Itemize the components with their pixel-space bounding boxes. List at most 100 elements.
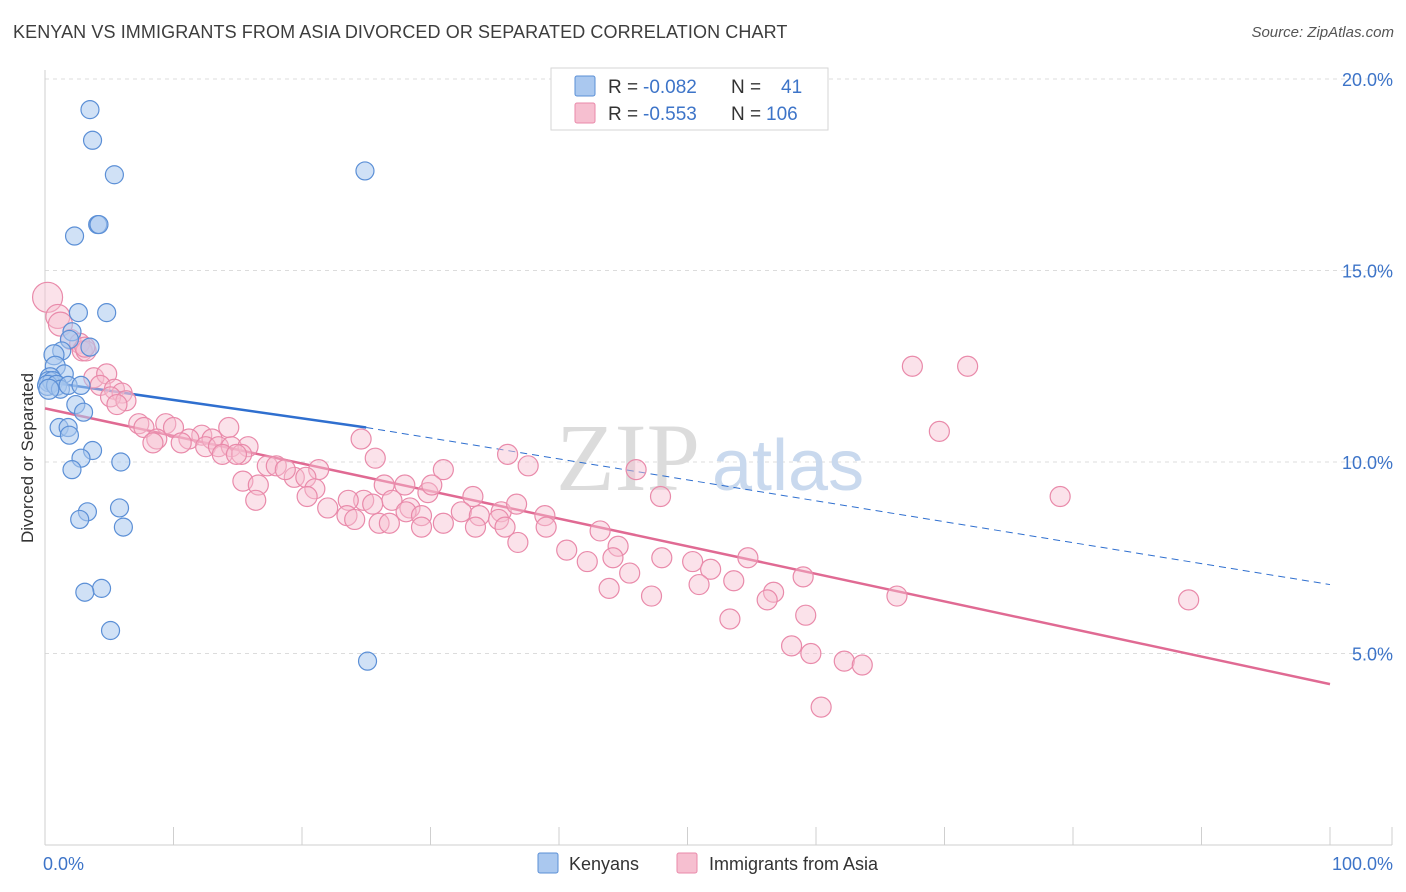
data-point-immigrants-from-asia (225, 443, 248, 465)
legend-n-label-2: N = (731, 104, 761, 125)
data-point-immigrants-from-asia (142, 432, 164, 454)
data-point-kenyans (97, 303, 117, 323)
data-point-immigrants-from-asia (723, 570, 745, 592)
y-axis-title: Divorced or Separated (18, 373, 37, 543)
legend-r-value-2: -0.553 (643, 104, 697, 125)
data-point-immigrants-from-asia (556, 539, 578, 561)
data-point-immigrants-from-asia (957, 355, 979, 377)
data-point-immigrants-from-asia (534, 505, 556, 527)
legend-r-label-2: R = (608, 104, 638, 125)
data-point-immigrants-from-asia (170, 432, 192, 454)
data-point-immigrants-from-asia (576, 550, 598, 573)
data-point-kenyans (113, 517, 133, 537)
legend-n-value-2: 106 (766, 104, 798, 125)
data-point-kenyans (64, 226, 85, 246)
data-point-immigrants-from-asia (317, 497, 339, 519)
legend-n-label-1: N = (731, 77, 761, 98)
data-point-immigrants-from-asia (851, 654, 873, 676)
data-point-kenyans (62, 460, 82, 480)
data-point-immigrants-from-asia (432, 459, 454, 481)
data-point-immigrants-from-asia (886, 585, 908, 607)
watermark-atlas: atlas (712, 426, 864, 506)
tick-labels: 5.0% 10.0% 15.0% 20.0% 0.0% 100.0% (43, 70, 1393, 874)
data-point-immigrants-from-asia (517, 455, 539, 477)
data-point-immigrants-from-asia (780, 635, 803, 657)
gridlines (45, 78, 1392, 654)
data-point-immigrants-from-asia (756, 589, 778, 611)
data-point-immigrants-from-asia (462, 485, 484, 508)
data-point-immigrants-from-asia (1178, 589, 1200, 611)
legend-swatch-kenyans (574, 75, 596, 97)
data-point-kenyans (82, 130, 103, 150)
data-point-kenyans (357, 651, 378, 671)
data-point-immigrants-from-asia (296, 485, 318, 508)
data-point-kenyans (355, 161, 375, 181)
chart-title: KENYAN VS IMMIGRANTS FROM ASIA DIVORCED … (13, 22, 788, 42)
data-point-immigrants-from-asia (450, 501, 472, 523)
data-point-immigrants-from-asia (901, 355, 923, 377)
data-point-immigrants-from-asia (700, 558, 722, 580)
series-kenyans (36, 100, 378, 671)
data-point-immigrants-from-asia (640, 585, 663, 607)
data-point-immigrants-from-asia (649, 485, 672, 508)
bottom-legend-swatch-kenyans (537, 852, 559, 874)
data-point-immigrants-from-asia (619, 562, 641, 584)
y-tick-label: 20.0% (1342, 70, 1393, 90)
bottom-legend-label-kenyans: Kenyans (569, 854, 639, 874)
data-point-immigrants-from-asia (602, 547, 624, 569)
data-point-immigrants-from-asia (719, 608, 741, 630)
x-tick-label: 100.0% (1332, 854, 1393, 874)
legend-r-label-1: R = (608, 77, 638, 98)
data-point-immigrants-from-asia (344, 508, 366, 531)
data-point-immigrants-from-asia (589, 520, 611, 542)
trend-lines (44, 380, 1331, 686)
data-point-kenyans (89, 214, 109, 235)
bottom-legend-label-asia: Immigrants from Asia (709, 854, 879, 874)
trendline-kenyans-extension (366, 427, 1331, 586)
data-point-immigrants-from-asia (364, 447, 386, 469)
trendline-kenyans (44, 380, 367, 429)
data-point-immigrants-from-asia (800, 642, 822, 665)
stats-legend: R = -0.082 N = 41 R = -0.553 N = 106 (550, 67, 829, 131)
data-point-immigrants-from-asia (737, 547, 759, 569)
data-point-immigrants-from-asia (507, 531, 529, 554)
data-point-immigrants-from-asia (607, 535, 629, 557)
data-point-immigrants-from-asia (598, 577, 620, 599)
data-point-immigrants-from-asia (494, 516, 516, 538)
data-point-kenyans (104, 165, 124, 185)
data-point-immigrants-from-asia (274, 459, 296, 481)
data-point-immigrants-from-asia (795, 604, 817, 626)
data-point-immigrants-from-asia (304, 478, 326, 500)
data-point-immigrants-from-asia (247, 474, 269, 496)
data-point-immigrants-from-asia (231, 443, 253, 465)
data-point-immigrants-from-asia (399, 497, 421, 519)
legend-r-value-1: -0.082 (643, 77, 697, 98)
watermark: ZIP atlas (556, 404, 864, 511)
data-point-kenyans (68, 303, 89, 323)
data-point-kenyans (73, 402, 94, 422)
data-point-immigrants-from-asia (283, 466, 305, 488)
data-point-immigrants-from-asia (256, 455, 278, 477)
data-point-immigrants-from-asia (792, 566, 814, 588)
data-point-immigrants-from-asia (410, 516, 433, 538)
data-point-immigrants-from-asia (162, 416, 185, 439)
y-tick-label: 15.0% (1342, 262, 1393, 282)
data-point-immigrants-from-asia (928, 420, 950, 442)
data-point-immigrants-from-asia (833, 650, 855, 672)
data-point-kenyans (80, 100, 100, 120)
data-point-immigrants-from-asia (350, 428, 372, 450)
data-point-immigrants-from-asia (378, 512, 400, 534)
data-point-immigrants-from-asia (245, 489, 267, 511)
data-point-kenyans (109, 498, 130, 518)
data-point-immigrants-from-asia (421, 474, 443, 496)
bottom-legend-swatch-asia (676, 852, 698, 874)
data-point-immigrants-from-asia (337, 489, 359, 511)
data-point-immigrants-from-asia (535, 516, 557, 538)
data-point-immigrants-from-asia (96, 363, 118, 385)
data-point-immigrants-from-asia (295, 466, 317, 488)
data-point-immigrants-from-asia (218, 416, 240, 439)
data-point-immigrants-from-asia (682, 550, 704, 573)
x-tick-label: 0.0% (43, 854, 84, 874)
data-point-immigrants-from-asia (625, 459, 647, 481)
